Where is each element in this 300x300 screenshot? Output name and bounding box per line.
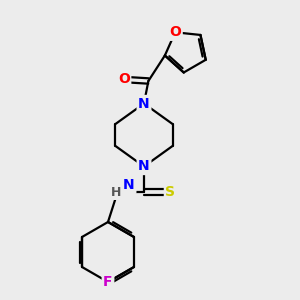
Text: F: F: [103, 275, 113, 289]
Text: N: N: [123, 178, 135, 192]
Text: H: H: [111, 185, 121, 199]
Text: S: S: [165, 185, 176, 199]
Text: O: O: [118, 73, 130, 86]
Text: O: O: [169, 25, 181, 39]
Text: N: N: [138, 97, 150, 110]
Text: N: N: [138, 160, 150, 173]
